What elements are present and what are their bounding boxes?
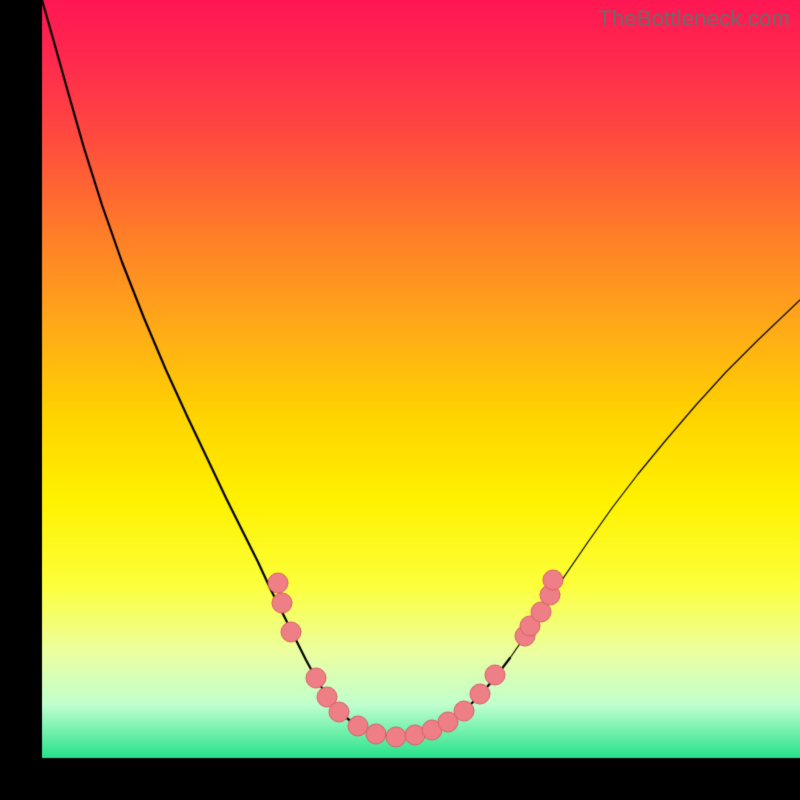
bottleneck-curve-chart xyxy=(0,0,800,800)
chart-container xyxy=(0,0,800,800)
watermark-text: TheBottleneck.com xyxy=(598,6,790,32)
